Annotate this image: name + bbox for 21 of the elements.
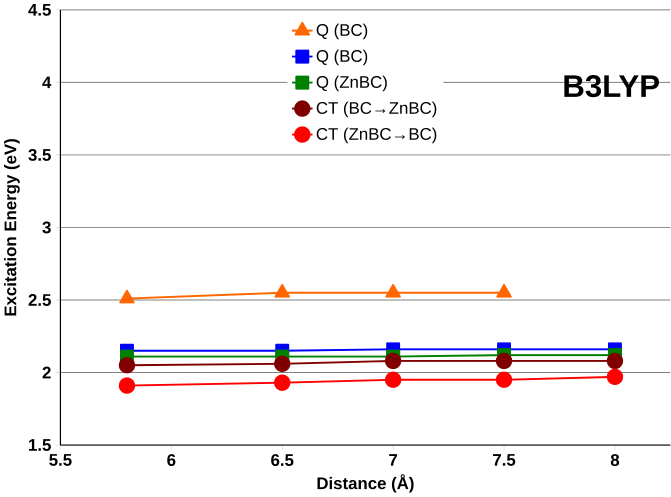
x-axis-title: Distance (Å) xyxy=(317,474,414,493)
y-tick-label: 1.5 xyxy=(29,439,51,452)
y-axis-title: Excitation Energy (eV) xyxy=(4,139,20,316)
x-tick-label: 7.5 xyxy=(493,454,516,466)
legend-label: Q (BC) xyxy=(316,24,368,40)
y-tick-label: 4.5 xyxy=(28,4,51,16)
y-tick-label: 2.5 xyxy=(28,294,51,306)
x-tick-label: 8 xyxy=(610,454,620,466)
y-tick-label: 3 xyxy=(42,222,51,234)
annotation: B3LYP xyxy=(564,75,660,98)
y-tick-label: 3.5 xyxy=(28,149,51,162)
legend-label: Q (ZnBC) xyxy=(316,76,387,92)
x-tick-label: 5.5 xyxy=(49,454,72,466)
y-tick-label: 2 xyxy=(42,366,51,379)
legend-label: Q (BC) xyxy=(316,50,368,66)
x-tick-label: 7 xyxy=(389,454,398,466)
legend-label: CT (BC→ZnBC) xyxy=(316,102,436,118)
legend-label: CT (ZnBC→BC) xyxy=(316,128,436,144)
x-tick-label: 6.5 xyxy=(271,454,294,466)
x-tick-label: 6 xyxy=(167,454,176,466)
y-tick-label: 4 xyxy=(42,76,52,88)
